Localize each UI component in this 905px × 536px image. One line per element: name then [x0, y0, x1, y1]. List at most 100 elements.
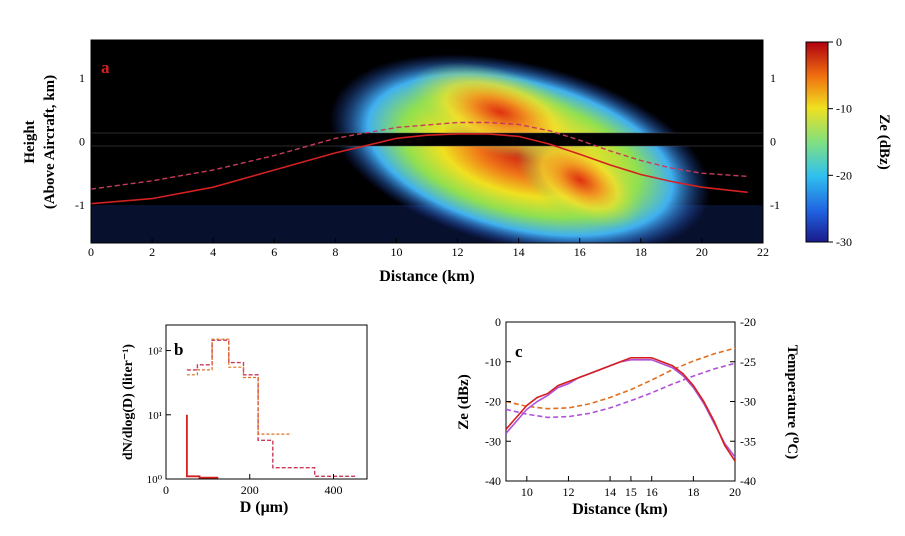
panel-b-y-tick: 10⁰ [147, 474, 171, 486]
panel-c-left-y-tick: 0 [495, 315, 511, 329]
panel-c-left-y-tick-label: -20 [485, 395, 501, 409]
panel-c-x-tick-label: 12 [562, 485, 574, 499]
panel-c-right-y-tick: -30 [730, 395, 756, 409]
panel-c-label: c [515, 342, 523, 361]
panel-c-left-y-tick-label: -30 [485, 434, 501, 448]
panel-a-y-tick-label: -1 [75, 198, 85, 212]
panel-c-x-tick: 12 [562, 476, 574, 499]
panel-a-label: a [101, 58, 110, 77]
panel-a-y-ticks: 1 1 0 0 -1 -1 [75, 71, 780, 212]
panel-b-y-tick-label: 10² [148, 346, 163, 358]
panel-a-x-tick-label: 18 [635, 245, 647, 259]
panel-c-right-y-tick-label: -20 [740, 315, 756, 329]
panel-c-left-y-tick: -40 [485, 474, 511, 488]
panel-a-x-tick: 20 [696, 238, 708, 259]
panel-c-x-tick-label: 14 [604, 485, 616, 499]
panel-a-y-tick-right-label: 0 [770, 135, 776, 149]
panel-b-x-tick: 200 [241, 474, 259, 497]
panel-c-x-tick-label: 20 [729, 485, 741, 499]
panel-a-x-tick-label: 22 [757, 245, 769, 259]
panel-a-ylabel-line2: (Above Aircraft, km) [42, 75, 58, 209]
panel-a-y-tick-right: 1 [758, 71, 776, 85]
panel-c-xlabel: Distance (km) [572, 501, 668, 518]
panel-b-y-tick-label: 10⁰ [147, 474, 163, 486]
panel-c-right-y-tick-label: -30 [740, 395, 756, 409]
aircraft-blind-zone [91, 133, 763, 146]
panel-a-x-tick: 10 [390, 238, 402, 259]
panel-c-ze-red [506, 357, 735, 462]
panel-a-series-dashed [91, 121, 748, 190]
panel-a-y-tick-label: 1 [79, 71, 85, 85]
panel-b-xlabel: D (μm) [240, 499, 289, 516]
panel-c-left-y-tick-label: -10 [485, 355, 501, 369]
panel-b-series-solid [186, 414, 219, 479]
panel-a-x-tick-label: 0 [88, 245, 94, 259]
panel-a-x-tick-label: 6 [271, 245, 277, 259]
panel-a-x-tick: 12 [452, 238, 464, 259]
panel-c-x-tick: 18 [687, 476, 699, 499]
panel-b-y-tick: 10¹ [148, 410, 171, 422]
panel-a-x-tick: 16 [574, 238, 586, 259]
panel-b-label: b [174, 340, 183, 359]
panel-c-x-tick: 14 [604, 476, 616, 499]
colorbar-tick: -30 [828, 235, 852, 249]
panel-a-y-tick: 1 [79, 71, 96, 85]
panel-c-left-y-ticks: 0 -10 -20 -30 -40 [485, 315, 511, 488]
panel-b-y-tick: 10² [148, 346, 171, 358]
panel-a-x-tick-label: 16 [574, 245, 586, 259]
panel-a-x-tick-label: 4 [210, 245, 216, 259]
panel-c-left-y-tick-label: -40 [485, 474, 501, 488]
panel-b-x-tick: 0 [163, 474, 169, 497]
panel-a-y-tick: -1 [75, 198, 96, 212]
colorbar-tick: -20 [828, 168, 852, 182]
panel-b-x-tick-label: 400 [325, 483, 343, 497]
panel-a-x-tick-label: 14 [513, 245, 525, 259]
panel-c-right-y-tick: -35 [730, 434, 756, 448]
panel-b-y-ticks: 10² 10¹ 10⁰ [147, 346, 171, 486]
panel-c-x-tick: 10 [521, 476, 533, 499]
colorbar-label: Ze (dBz) [876, 114, 892, 169]
panel-a-x-tick: 6 [271, 238, 277, 259]
panel-a-x-tick: 4 [210, 238, 216, 259]
panel-a-x-tick-label: 8 [332, 245, 338, 259]
colorbar-ticks: 0 -10 -20 -30 [828, 35, 852, 249]
colorbar-tick-label: -10 [836, 102, 852, 116]
panel-a-x-tick: 2 [149, 238, 155, 259]
panel-a-x-ticks: 0 2 4 6 8 10 12 14 16 18 20 22 [88, 238, 769, 259]
colorbar-tick-label: -30 [836, 235, 852, 249]
panel-a-y-tick-label: 0 [79, 135, 85, 149]
panel-c-x-tick: 15 [625, 476, 637, 499]
panel-c-right-y-tick: -40 [730, 474, 756, 488]
panel-a-y-tick-right-label: 1 [770, 71, 776, 85]
panel-b-series-orange [186, 338, 292, 435]
panel-c: c 10 12 14 15 16 18 20 0 -10 -20 -30 -40 -20 -25 -30… [456, 315, 800, 518]
panel-c-right-y-tick-label: -35 [740, 434, 756, 448]
panel-c-left-y-tick: -20 [485, 395, 511, 409]
panel-c-x-tick-label: 15 [625, 485, 637, 499]
panel-b-x-tick: 400 [325, 474, 343, 497]
panel-c-right-y-tick-label: -40 [740, 474, 756, 488]
panel-b: b 0 200 400 10² 10¹ 10⁰ D (μm) dN/dlog(D) (l… [121, 324, 368, 516]
panel-a-x-tick-label: 10 [390, 245, 402, 259]
panel-a-y-tick-right-label: -1 [770, 198, 780, 212]
panel-a-x-tick: 14 [513, 238, 525, 259]
panel-c-left-y-tick-label: 0 [495, 315, 501, 329]
panel-a-xlabel: Distance (km) [379, 268, 475, 285]
panel-a-y-tick-right: 0 [758, 135, 776, 149]
panel-a-x-tick: 18 [635, 238, 647, 259]
panel-b-x-ticks: 0 200 400 [163, 474, 343, 497]
colorbar [805, 41, 829, 243]
colorbar-tick: 0 [828, 35, 842, 49]
panel-a-x-tick: 8 [332, 238, 338, 259]
panel-a-ylabel-line1: Height [22, 120, 38, 163]
panel-b-x-tick-label: 200 [241, 483, 259, 497]
panel-c-x-tick: 16 [646, 476, 658, 499]
panel-a-x-tick-label: 20 [696, 245, 708, 259]
panel-c-x-tick-label: 18 [687, 485, 699, 499]
panel-c-ylabel-left: Ze (dBz) [456, 374, 472, 429]
panel-c-temp-magenta [506, 362, 735, 419]
panel-a: a 0 2 4 6 8 10 12 14 16 18 20 22 1 10 0-1 -1 Distance … [22, 35, 892, 285]
panel-c-right-y-tick-label: -25 [740, 355, 756, 369]
panel-c-x-tick-label: 16 [646, 485, 658, 499]
panel-c-right-y-ticks: -20 -25 -30 -35 -40 [730, 315, 756, 488]
